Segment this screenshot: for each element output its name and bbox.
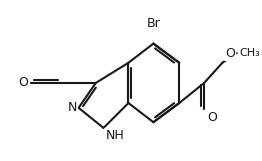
Text: O: O xyxy=(18,76,28,89)
Text: Br: Br xyxy=(146,17,160,30)
Text: O: O xyxy=(207,111,217,124)
Text: NH: NH xyxy=(105,129,124,142)
Text: O: O xyxy=(225,47,235,60)
Text: CH₃: CH₃ xyxy=(240,48,260,58)
Text: N: N xyxy=(67,101,77,114)
